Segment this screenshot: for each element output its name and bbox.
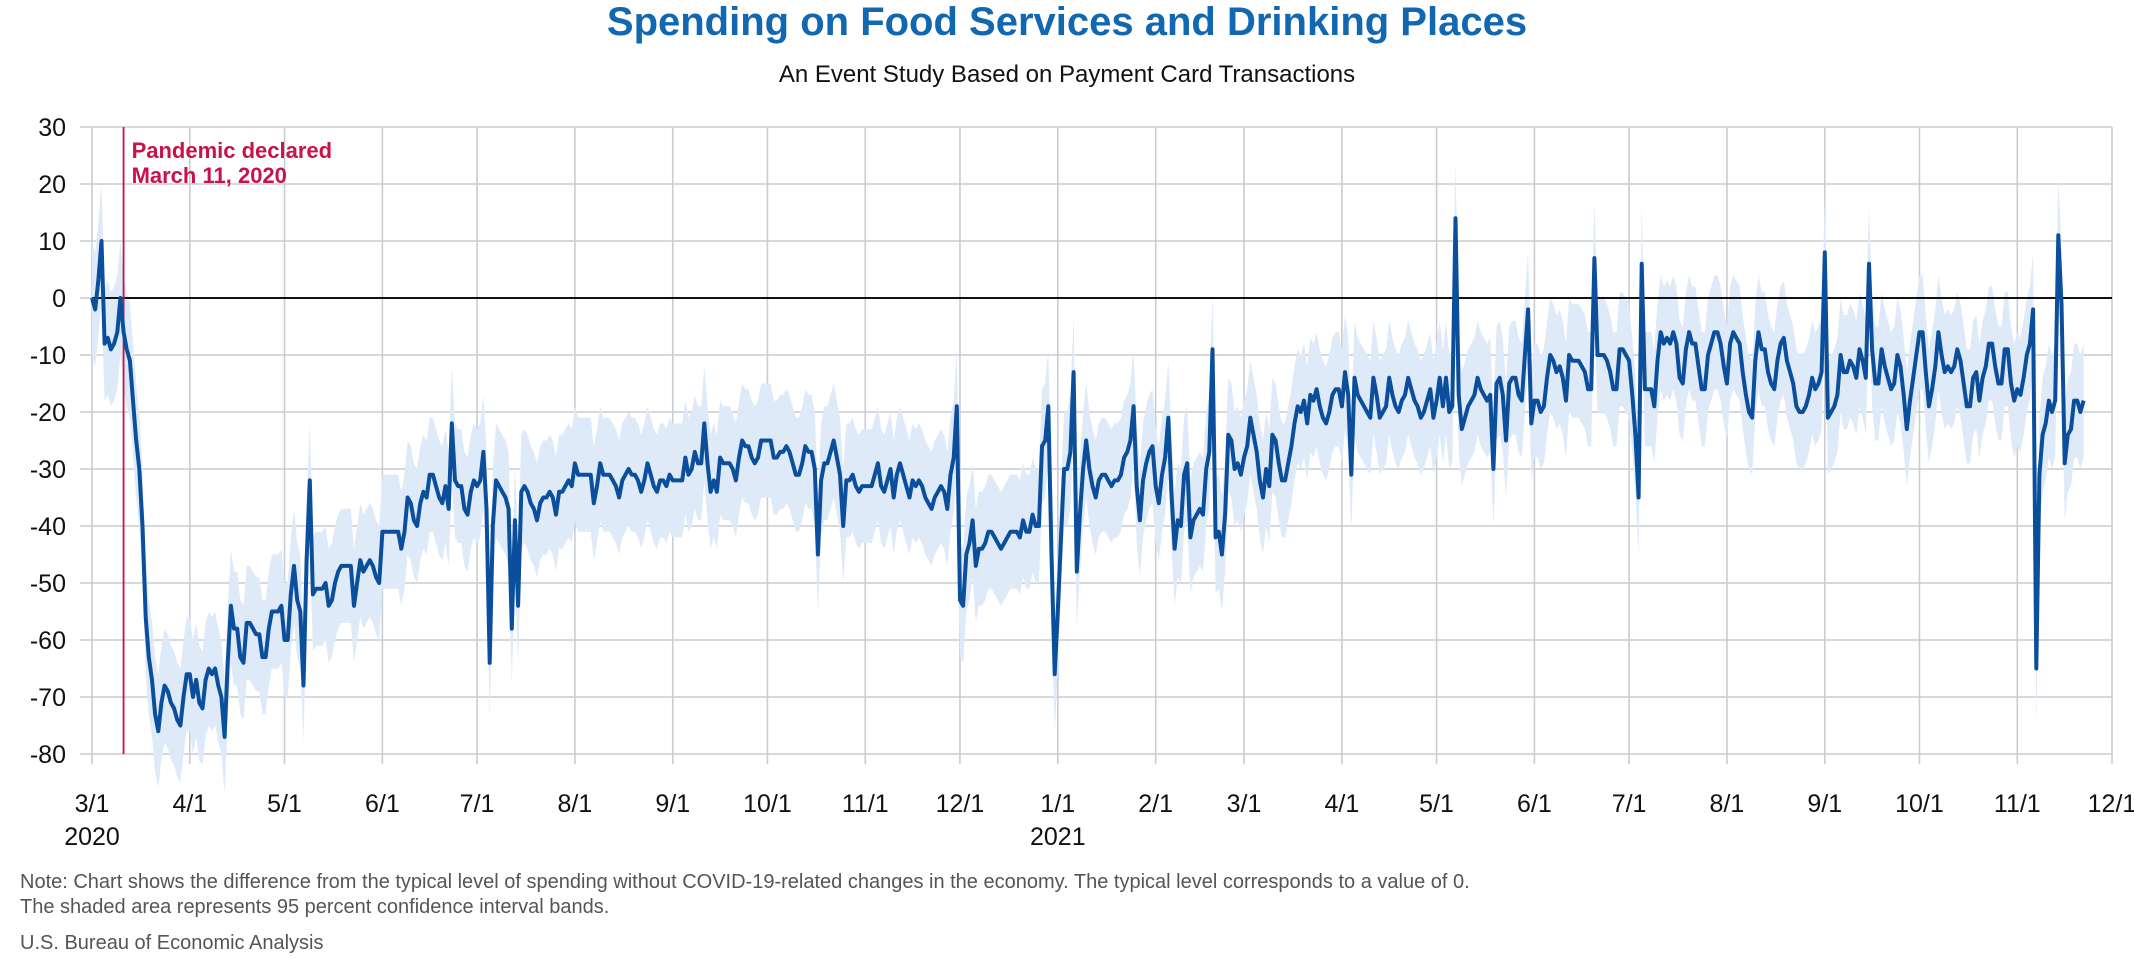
- y-tick-label: 20: [38, 171, 66, 199]
- x-tick-label: 12/1: [936, 790, 985, 818]
- x-tick-label: 8/1: [1710, 790, 1745, 818]
- x-tick-label: 5/1: [267, 790, 302, 818]
- x-tick-label: 10/1: [743, 790, 792, 818]
- y-tick-label: -30: [30, 456, 66, 484]
- spending-series-line: [90, 216, 2086, 739]
- x-tick-label: 6/1: [1517, 790, 1552, 818]
- annotation-pandemic-declared: Pandemic declared: [132, 138, 333, 163]
- x-tick-label: 11/1: [842, 790, 889, 818]
- x-tick-label: 9/1: [1807, 790, 1842, 818]
- note-line-1: Note: Chart shows the difference from th…: [20, 871, 1470, 893]
- x-tick-label: 3/1: [1227, 790, 1262, 818]
- y-tick-label: -80: [30, 741, 66, 769]
- x-tick-label: 11/1: [1994, 790, 2041, 818]
- y-tick-label: -50: [30, 570, 66, 598]
- y-tick-label: -70: [30, 684, 66, 712]
- confidence-interval-band: [92, 161, 2084, 794]
- x-axis-tick-labels: 3/1 2020 4/1 5/1 6/1 7/1 8/1 9/1 10/1 11/1 12/1 1/1…: [64, 790, 2134, 851]
- x-year-label: 2021: [1030, 823, 1086, 851]
- x-year-label: 2020: [64, 823, 120, 851]
- y-axis-tick-labels: 30 20 10 0 -10 -20 -30 -40 -50 -60 -70 -80: [30, 114, 66, 769]
- source-credit: U.S. Bureau of Economic Analysis: [20, 932, 324, 954]
- x-tick-label: 9/1: [655, 790, 690, 818]
- x-tick-label: 7/1: [460, 790, 495, 818]
- x-tick-label: 3/1: [75, 790, 110, 818]
- x-tick-label: 10/1: [1895, 790, 1944, 818]
- x-tick-label: 12/1: [2088, 790, 2134, 818]
- annotation-march-11-2020: March 11, 2020: [132, 163, 287, 188]
- x-tick-label: 2/1: [1138, 790, 1173, 818]
- y-tick-label: -10: [30, 342, 66, 370]
- note-line-2: The shaded area represents 95 percent co…: [20, 896, 610, 918]
- x-tick-label: 4/1: [172, 790, 207, 818]
- x-tick-label: 7/1: [1612, 790, 1647, 818]
- x-tick-label: 6/1: [365, 790, 400, 818]
- chart-subtitle: An Event Study Based on Payment Card Tra…: [778, 61, 1356, 88]
- y-tick-label: -40: [30, 513, 66, 541]
- y-tick-label: 30: [38, 114, 66, 142]
- chart-title: Spending on Food Services and Drinking P…: [606, 0, 1528, 44]
- y-tick-label: -20: [30, 399, 66, 427]
- y-tick-label: 0: [52, 285, 66, 313]
- x-tick-label: 4/1: [1324, 790, 1359, 818]
- y-tick-label: -60: [30, 627, 66, 655]
- x-tick-label: 8/1: [558, 790, 593, 818]
- line-chart: Pandemic declared March 11, 2020 30 20 10 0…: [30, 114, 2134, 851]
- y-tick-label: 10: [38, 228, 66, 256]
- x-tick-label: 1/1: [1040, 790, 1075, 818]
- x-tick-label: 5/1: [1419, 790, 1454, 818]
